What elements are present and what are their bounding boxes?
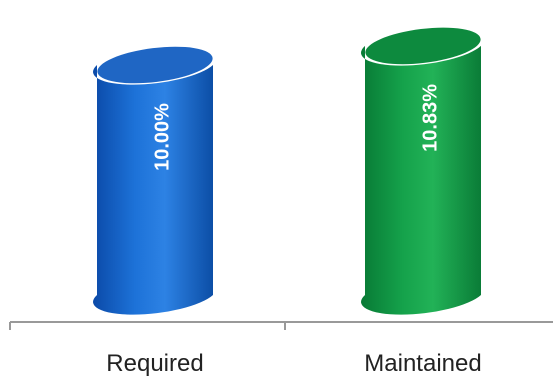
bar-body <box>361 45 481 315</box>
data-label: 10.83% <box>419 84 441 152</box>
bar-maintained: 10.83% <box>361 27 481 315</box>
data-label: 10.00% <box>151 103 173 171</box>
x-axis <box>9 321 553 330</box>
bar-body <box>93 65 213 315</box>
bar-required: 10.00% <box>93 46 213 315</box>
x-tick-label: Required <box>106 350 203 376</box>
bar-top-cap <box>365 27 481 65</box>
x-tick-label: Maintained <box>364 350 481 376</box>
bar-top-cap <box>97 46 213 84</box>
